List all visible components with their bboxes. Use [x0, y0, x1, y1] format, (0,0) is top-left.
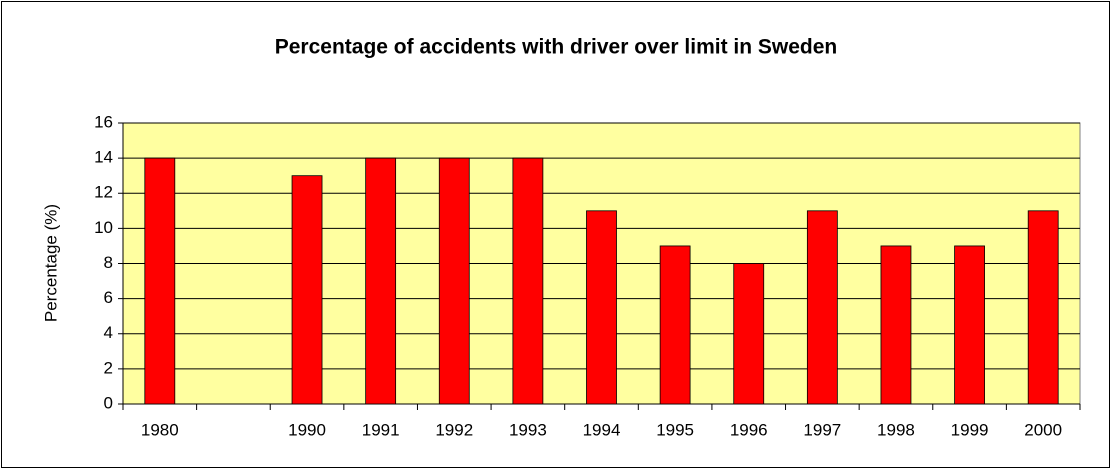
bar: [438, 157, 470, 405]
x-tick-label: 1997: [803, 420, 841, 439]
x-tick-label: 1996: [730, 420, 768, 439]
x-tick-label: 1998: [877, 420, 915, 439]
y-tick-label: 10: [94, 218, 113, 237]
y-tick-label: 14: [94, 148, 113, 167]
bar: [365, 157, 397, 405]
bar: [733, 263, 765, 405]
bar: [806, 210, 838, 405]
x-tick-label: 1990: [288, 420, 326, 439]
y-axis-label: Percentage (%): [41, 204, 60, 322]
x-tick-label: 2000: [1024, 420, 1062, 439]
bar: [586, 210, 617, 405]
y-tick-label: 16: [94, 112, 113, 131]
y-tick-label: 2: [104, 358, 113, 377]
x-tick-label: 1995: [656, 420, 694, 439]
y-tick-label: 0: [104, 393, 113, 412]
y-tick-label: 12: [94, 183, 113, 202]
x-tick-label: 1994: [583, 420, 621, 439]
x-tick-label: 1991: [362, 420, 400, 439]
bar: [1027, 210, 1059, 405]
y-tick-label: 8: [104, 253, 113, 272]
x-tick-label: 1992: [435, 420, 473, 439]
bar: [291, 175, 323, 405]
bar: [954, 245, 985, 405]
y-tick-label: 4: [104, 323, 113, 342]
bar: [880, 245, 912, 405]
x-tick-label: 1980: [141, 420, 179, 439]
bar: [144, 157, 176, 405]
x-tick-label: 1999: [951, 420, 989, 439]
bar: [659, 245, 691, 405]
x-tick-label: 1993: [509, 420, 547, 439]
chart-title: Percentage of accidents with driver over…: [275, 36, 838, 59]
y-tick-label: 6: [104, 288, 113, 307]
bar: [512, 157, 544, 405]
